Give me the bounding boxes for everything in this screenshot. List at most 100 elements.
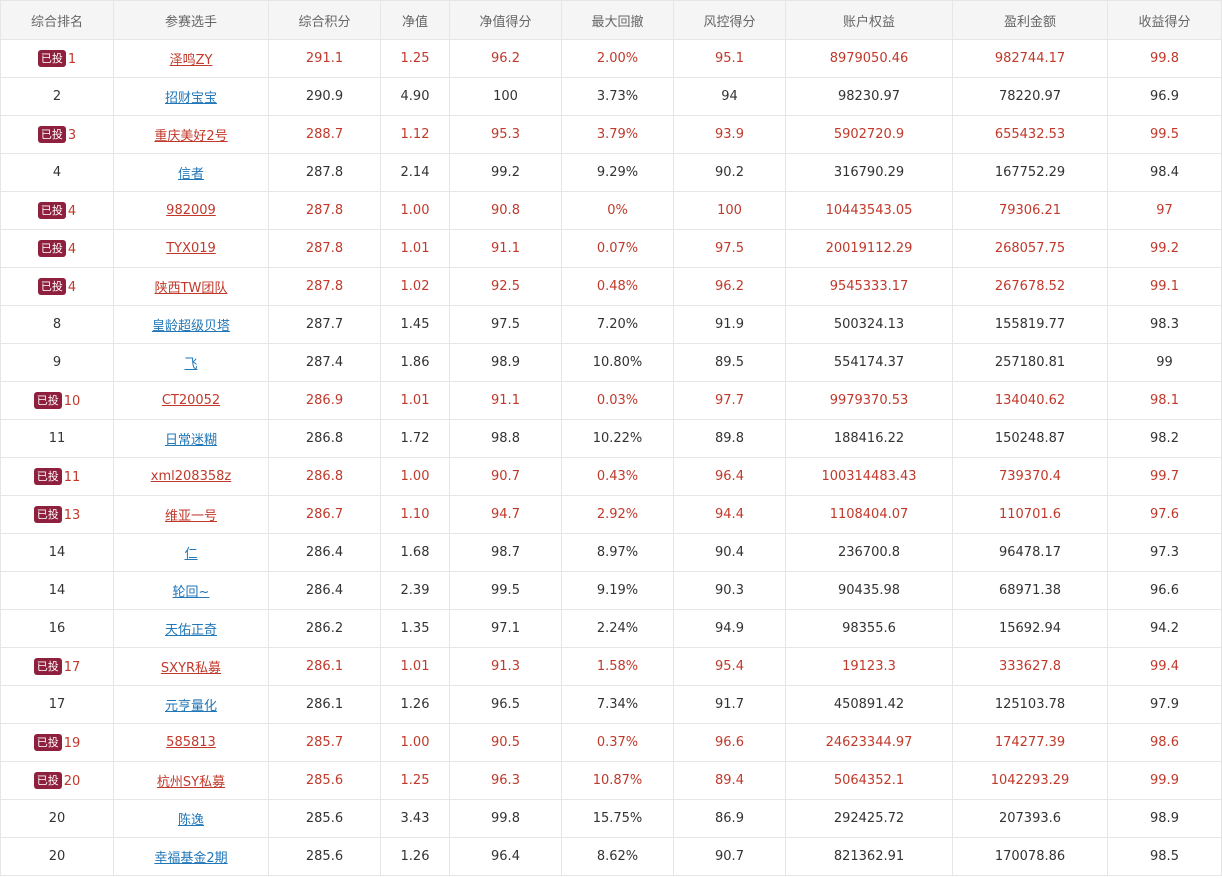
cell-participant: 天佑正奇 <box>113 609 269 648</box>
participant-link[interactable]: 信者 <box>177 167 204 182</box>
table-row: 已投 1 泽鸣ZY 291.1 1.25 96.2 2.00% 95.1 8979050.46 9… <box>0 39 1222 78</box>
participant-link[interactable]: 陈逸 <box>177 813 204 828</box>
cell-nav-score: 92.5 <box>449 267 562 306</box>
cell-max-drawdown: 0.37% <box>561 723 674 762</box>
participant-link[interactable]: 元亨量化 <box>164 699 217 714</box>
cell-return-score: 99 <box>1107 343 1222 382</box>
participant-link[interactable]: 日常迷糊 <box>164 433 217 448</box>
rank-value: 17 <box>48 697 66 712</box>
participant-link[interactable]: 仁 <box>184 547 198 562</box>
table-row: 14 轮回~ 286.4 2.39 99.5 9.19% 90.3 90435.98 68971… <box>0 571 1222 610</box>
cell-participant: 陕西TW团队 <box>113 267 269 306</box>
rank-value: 11 <box>48 431 66 446</box>
participant-link[interactable]: 泽鸣ZY <box>169 53 213 68</box>
cell-total-score: 287.7 <box>268 305 381 344</box>
cell-nav-score: 91.1 <box>449 229 562 268</box>
participant-link[interactable]: 杭州SY私募 <box>156 775 226 790</box>
rank-value: 8 <box>52 317 62 332</box>
header-rank[interactable]: 综合排名 <box>0 0 114 40</box>
cell-rank: 2 <box>0 77 114 116</box>
participant-link[interactable]: 轮回~ <box>172 585 210 600</box>
cell-nav: 1.86 <box>380 343 450 382</box>
cell-return-score: 98.1 <box>1107 381 1222 420</box>
invested-badge: 已投 <box>37 202 66 219</box>
invested-badge: 已投 <box>33 392 62 409</box>
cell-account-equity: 8979050.46 <box>785 39 953 78</box>
participant-link[interactable]: SXYR私募 <box>160 661 222 676</box>
participant-link[interactable]: 重庆美好2号 <box>154 129 228 144</box>
cell-account-equity: 20019112.29 <box>785 229 953 268</box>
cell-total-score: 290.9 <box>268 77 381 116</box>
cell-risk-score: 89.5 <box>673 343 786 382</box>
cell-nav: 2.39 <box>380 571 450 610</box>
rank-value: 17 <box>63 660 81 675</box>
header-participant[interactable]: 参赛选手 <box>113 0 269 40</box>
participant-link[interactable]: 招财宝宝 <box>164 91 217 106</box>
header-account-equity[interactable]: 账户权益 <box>785 0 953 40</box>
cell-total-score: 286.7 <box>268 495 381 534</box>
cell-profit: 207393.6 <box>952 799 1108 838</box>
participant-link[interactable]: 维亚一号 <box>164 509 217 524</box>
cell-risk-score: 94.4 <box>673 495 786 534</box>
rank-value: 4 <box>67 242 77 257</box>
cell-profit: 268057.75 <box>952 229 1108 268</box>
cell-nav: 1.72 <box>380 419 450 458</box>
cell-max-drawdown: 0% <box>561 191 674 230</box>
cell-nav: 1.45 <box>380 305 450 344</box>
cell-rank: 16 <box>0 609 114 648</box>
cell-rank: 已投 4 <box>0 229 114 268</box>
header-nav[interactable]: 净值 <box>380 0 450 40</box>
cell-rank: 已投 1 <box>0 39 114 78</box>
cell-return-score: 98.5 <box>1107 837 1222 876</box>
participant-link[interactable]: TYX019 <box>166 241 216 256</box>
participant-link[interactable]: xml208358z <box>150 469 232 484</box>
cell-profit: 982744.17 <box>952 39 1108 78</box>
rank-value: 16 <box>48 621 66 636</box>
cell-nav-score: 95.3 <box>449 115 562 154</box>
cell-account-equity: 10443543.05 <box>785 191 953 230</box>
cell-participant: 杭州SY私募 <box>113 761 269 800</box>
table-row: 已投 4 982009 287.8 1.00 90.8 0% 100 10443543.05 79… <box>0 191 1222 230</box>
cell-rank: 4 <box>0 153 114 192</box>
participant-link[interactable]: 天佑正奇 <box>164 623 217 638</box>
header-max-drawdown[interactable]: 最大回撤 <box>561 0 674 40</box>
cell-rank: 14 <box>0 533 114 572</box>
cell-risk-score: 91.7 <box>673 685 786 724</box>
cell-profit: 15692.94 <box>952 609 1108 648</box>
header-risk-score[interactable]: 风控得分 <box>673 0 786 40</box>
cell-account-equity: 5064352.1 <box>785 761 953 800</box>
rank-value: 20 <box>63 774 81 789</box>
cell-rank: 已投 4 <box>0 191 114 230</box>
cell-rank: 已投 20 <box>0 761 114 800</box>
header-total-score[interactable]: 综合积分 <box>268 0 381 40</box>
cell-return-score: 98.6 <box>1107 723 1222 762</box>
invested-badge: 已投 <box>33 658 62 675</box>
cell-max-drawdown: 7.20% <box>561 305 674 344</box>
cell-account-equity: 316790.29 <box>785 153 953 192</box>
header-profit[interactable]: 盈利金额 <box>952 0 1108 40</box>
participant-link[interactable]: 幸福基金2期 <box>154 851 228 866</box>
rank-value: 2 <box>52 89 62 104</box>
cell-risk-score: 90.4 <box>673 533 786 572</box>
cell-nav-score: 97.1 <box>449 609 562 648</box>
participant-link[interactable]: 飞 <box>184 357 198 372</box>
header-nav-score[interactable]: 净值得分 <box>449 0 562 40</box>
header-return-score[interactable]: 收益得分 <box>1107 0 1222 40</box>
cell-return-score: 97.6 <box>1107 495 1222 534</box>
table-row: 已投 4 陕西TW团队 287.8 1.02 92.5 0.48% 96.2 9545333.1… <box>0 267 1222 306</box>
cell-nav: 1.00 <box>380 723 450 762</box>
participant-link[interactable]: 982009 <box>166 203 216 218</box>
cell-risk-score: 89.4 <box>673 761 786 800</box>
cell-nav-score: 98.8 <box>449 419 562 458</box>
cell-total-score: 286.2 <box>268 609 381 648</box>
cell-nav-score: 96.2 <box>449 39 562 78</box>
participant-link[interactable]: 陕西TW团队 <box>154 281 228 296</box>
cell-total-score: 285.6 <box>268 761 381 800</box>
cell-profit: 333627.8 <box>952 647 1108 686</box>
cell-profit: 110701.6 <box>952 495 1108 534</box>
cell-nav-score: 97.5 <box>449 305 562 344</box>
cell-nav: 1.25 <box>380 39 450 78</box>
participant-link[interactable]: 585813 <box>166 735 216 750</box>
participant-link[interactable]: CT20052 <box>161 393 221 408</box>
participant-link[interactable]: 皇龄超级贝塔 <box>151 319 230 334</box>
